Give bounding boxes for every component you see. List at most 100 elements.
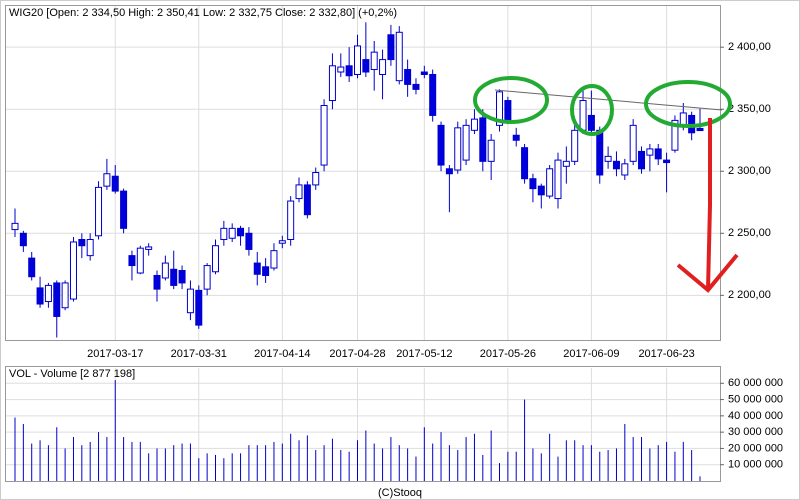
candle-body [370,51,378,71]
candle-body [86,239,94,257]
candle-body [379,59,387,75]
candle-body [253,262,261,275]
y-tick-label: 50 000 000 [728,393,783,405]
y-tick-label: 2 350,00 [728,103,771,115]
candle-body [429,73,437,116]
y-tick-label: 2 250,00 [728,227,771,239]
y-tick-label: 40 000 000 [728,410,783,422]
y-tick-label: 10 000 000 [728,459,783,471]
candle-body [387,34,395,61]
candle-body [512,134,520,141]
highlight-ellipse [570,84,614,136]
candle-body [529,178,537,190]
y-tick-label: 60 000 000 [728,377,783,389]
candle-body [663,159,671,164]
candle-body [604,155,612,162]
candle-body [36,287,44,305]
footer: (C)Stooq [378,487,422,499]
x-tick-label: 2017-04-14 [254,348,310,360]
candle-body [69,241,77,300]
volume-title: VOL - Volume [2 877 198] [9,368,135,380]
candle-body [237,227,245,237]
candle-body [612,160,620,170]
candle-body [420,71,428,75]
candle-body [596,129,604,176]
candle-body [170,268,178,286]
candle-body [186,288,194,314]
price-panel [5,5,721,341]
candle-body [11,222,19,231]
candle-body [621,163,629,176]
candle-body [546,168,554,197]
candle-body [53,282,61,317]
y-tick-label: 2 300,00 [728,165,771,177]
candle-body [487,139,495,162]
candle-body [654,148,662,160]
candle-body [470,118,478,131]
candle-body [445,168,453,175]
y-tick-label: 2 200,00 [728,289,771,301]
candle-body [571,129,579,162]
candle-body [404,69,412,85]
candle-body [646,148,654,156]
candle-body [161,262,169,279]
candle-body [638,150,646,170]
candle-body [78,239,86,247]
candle-body [696,127,704,132]
candle-body [287,200,295,240]
candle-body [312,172,320,186]
candle-body [120,190,128,229]
candle-body [437,124,445,166]
arrow-shaft [706,118,712,291]
candle-body [587,114,595,131]
arrow-head [676,253,739,293]
candle-body [320,105,328,166]
candle-body [270,250,278,269]
candle-body [153,274,161,290]
candle-body [671,119,679,151]
x-tick-label: 2017-03-17 [87,348,143,360]
candle-body [554,159,562,200]
candle-body [61,282,69,309]
candle-body [128,255,136,267]
candle-body [328,65,336,102]
candle-body [211,245,219,273]
candle-body [19,232,27,247]
candle-body [454,127,462,171]
candle-body [145,246,153,250]
y-tick-label: 2 400,00 [728,41,771,53]
candle-body [111,175,119,192]
candle-body [95,186,103,237]
x-tick-label: 2017-03-31 [171,348,227,360]
x-tick-label: 2017-04-28 [329,348,385,360]
x-tick-label: 2017-06-23 [638,348,694,360]
highlight-ellipse [473,76,549,124]
candle-body [395,31,403,82]
candle-body [354,45,361,75]
candle-body [345,65,353,77]
y-tick-label: 20 000 000 [728,442,783,454]
candle-body [195,289,203,326]
x-tick-label: 2017-05-26 [480,348,536,360]
candle-body [228,227,236,239]
y-tick-label: 30 000 000 [728,426,783,438]
candle-body [362,59,370,73]
candle-body [28,257,36,278]
highlight-ellipse [644,80,732,128]
candle-body [479,117,487,162]
candle-body [504,100,512,121]
candle-body [136,247,144,274]
candle-body [245,232,253,250]
candle-body [579,100,587,131]
candle-body [220,227,228,240]
candle-body [521,147,529,180]
candle-body [278,240,286,244]
candle-body [496,91,504,126]
x-tick-label: 2017-05-12 [396,348,452,360]
candle-body [44,284,52,303]
candle-body [537,185,545,196]
volume-panel [5,366,721,482]
candle-body [178,270,186,284]
candle-body [103,173,111,187]
